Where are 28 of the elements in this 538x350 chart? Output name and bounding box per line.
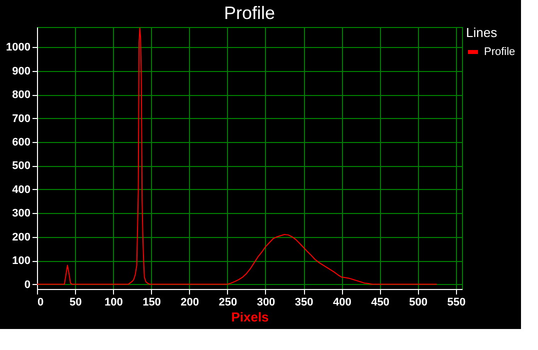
chart-title: Profile (224, 3, 276, 23)
y-tick-label: 700 (12, 112, 30, 125)
y-tick-label: 900 (12, 65, 30, 78)
x-tick-label: 450 (371, 296, 390, 308)
legend-label: Profile (484, 46, 516, 58)
x-tick-label: 500 (409, 296, 428, 308)
y-tick-label: 100 (12, 255, 30, 268)
x-tick-label: 200 (180, 296, 200, 308)
y-tick-label: 1000 (6, 42, 30, 54)
x-tick-label: 50 (69, 296, 82, 308)
line-series (36, 28, 438, 285)
x-tick-label: 350 (294, 296, 314, 308)
y-tick-label: 400 (12, 184, 30, 196)
x-tick-label: 300 (256, 296, 276, 308)
y-tick-label: 0 (24, 278, 30, 291)
y-tick-label: 300 (12, 208, 30, 220)
x-tick-label: 400 (332, 296, 352, 308)
x-tick-label: 550 (447, 296, 466, 308)
x-tick-label: 100 (104, 296, 123, 308)
x-tick-label: 150 (142, 296, 161, 308)
y-tick-label: 500 (12, 160, 30, 172)
y-tick-label: 200 (12, 231, 30, 244)
legend-title: Lines (466, 25, 498, 40)
x-axis-title: Pixels (231, 310, 269, 324)
x-tick-label: 250 (218, 296, 238, 308)
y-tick-label: 800 (12, 89, 30, 102)
y-tick-label: 600 (12, 136, 30, 148)
x-tick-label: 0 (38, 296, 44, 308)
